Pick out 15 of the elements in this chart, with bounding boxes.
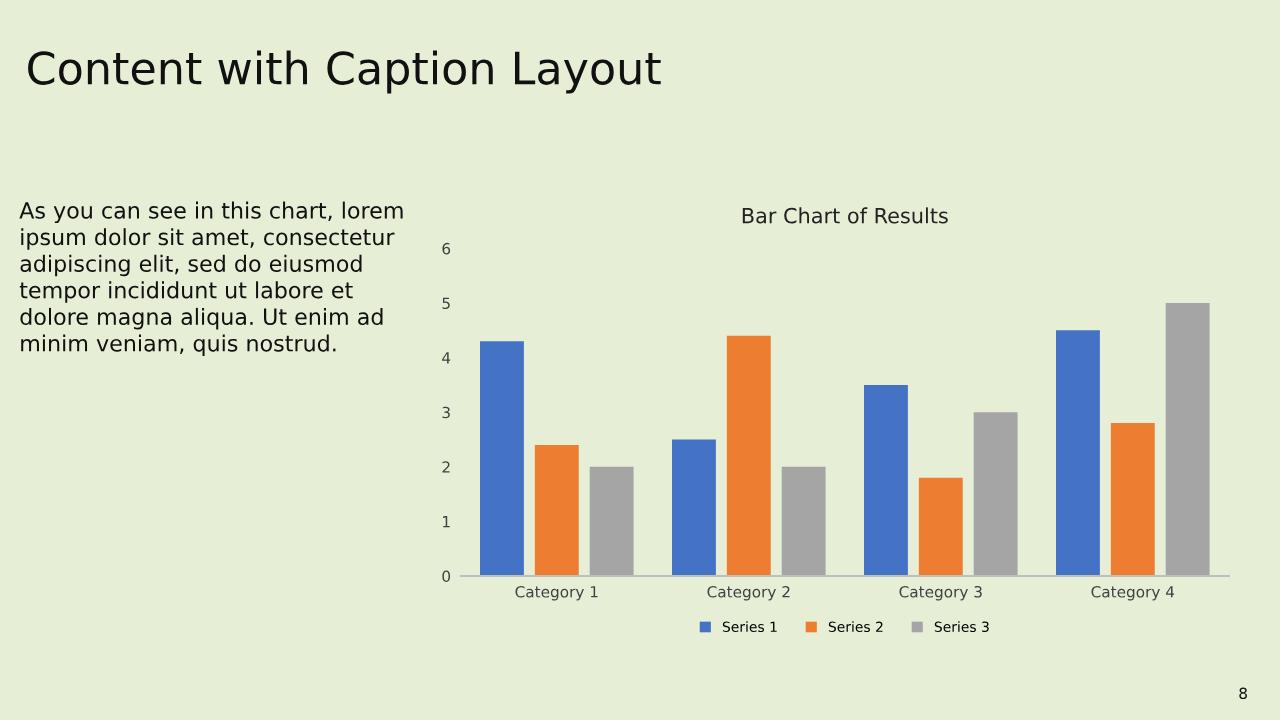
bar xyxy=(1165,303,1210,576)
bar xyxy=(1056,330,1100,576)
bar xyxy=(672,439,716,576)
bar xyxy=(918,477,963,576)
bar xyxy=(726,335,771,576)
bar xyxy=(1110,423,1155,576)
bar xyxy=(534,444,579,576)
bar xyxy=(973,412,1018,576)
chart-title: Bar Chart of Results xyxy=(742,207,948,224)
bar xyxy=(589,466,634,576)
bar xyxy=(480,341,524,576)
text: As you can see in this chart, lorem ipsum dolor sit amet, consectetur adipiscing elit, sed do eiusmod tempor incididunt ut labore et dolore magna aliqua. Ut enim ad minim veniam, quis nostrud. xyxy=(19,201,403,356)
bar xyxy=(781,466,826,576)
bar xyxy=(864,384,908,576)
text: Content with Caption Layout xyxy=(28,50,661,94)
